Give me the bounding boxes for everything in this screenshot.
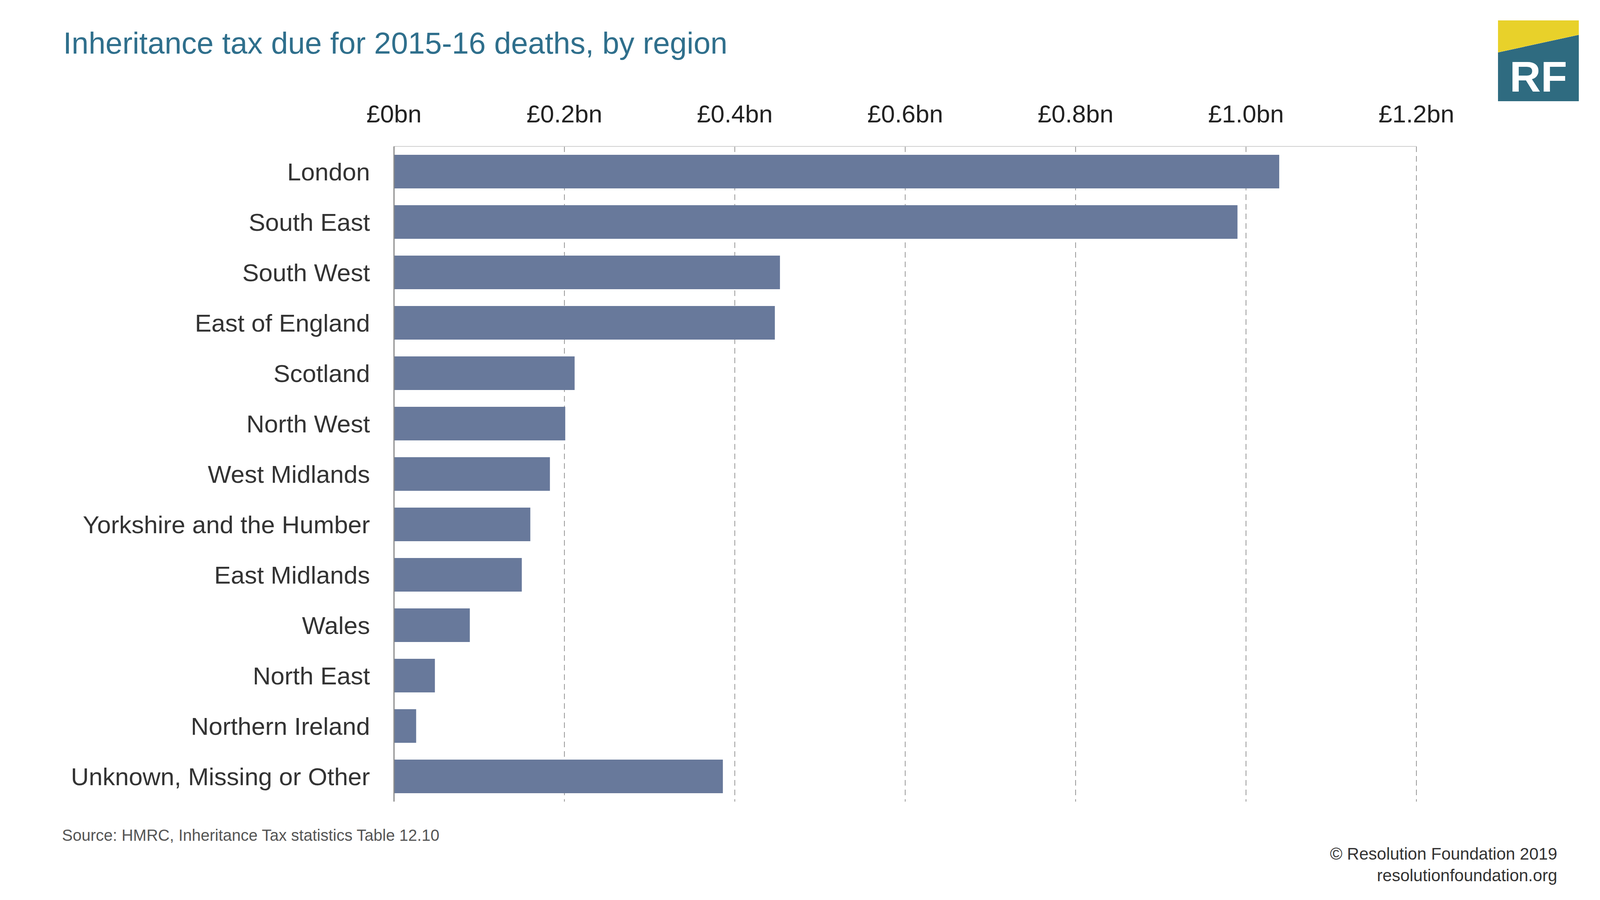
html-text:Source: HMRC, Inheritance Tax: Source: HMRC, Inheritance Tax statistics… (62, 826, 440, 844)
svg-text:Scotland: Scotland (273, 359, 370, 388)
svg-text:Yorkshire and the Humber: Yorkshire and the Humber (82, 510, 370, 539)
svg-text:£1.0bn: £1.0bn (1208, 100, 1284, 128)
svg-text:£0.8bn: £0.8bn (1037, 100, 1114, 128)
svg-text:East of England: East of England (194, 309, 370, 337)
svg-text:Unknown, Missing or Other: Unknown, Missing or Other (70, 762, 370, 791)
svg-text:East Midlands: East Midlands (214, 561, 370, 589)
svg-text:Wales: Wales (302, 611, 370, 640)
html-text:Inheritance tax due for 2015-1: Inheritance tax due for 2015-16 deaths, … (63, 26, 728, 60)
svg-text:South East: South East (248, 208, 370, 236)
svg-text:North West: North West (246, 410, 370, 438)
svg-text:RF: RF (1509, 52, 1568, 101)
svg-text:Northern Ireland: Northern Ireland (190, 712, 370, 740)
svg-text:£0.6bn: £0.6bn (867, 100, 944, 128)
svg-text:West Midlands: West Midlands (208, 460, 370, 488)
svg-text:£0.2bn: £0.2bn (526, 100, 603, 128)
svg-text:£0bn: £0bn (366, 100, 422, 128)
svg-text:£1.2bn: £1.2bn (1378, 100, 1455, 128)
svg-text:North East: North East (252, 662, 370, 690)
svg-text:South West: South West (242, 258, 370, 287)
svg-text:London: London (287, 158, 370, 186)
html-text:resolutionfoundation.org: resolutionfoundation.org (1376, 865, 1558, 885)
svg-text:£0.4bn: £0.4bn (696, 100, 773, 128)
html-text:© Resolution Foundation 2019: © Resolution Foundation 2019 (1330, 844, 1558, 864)
